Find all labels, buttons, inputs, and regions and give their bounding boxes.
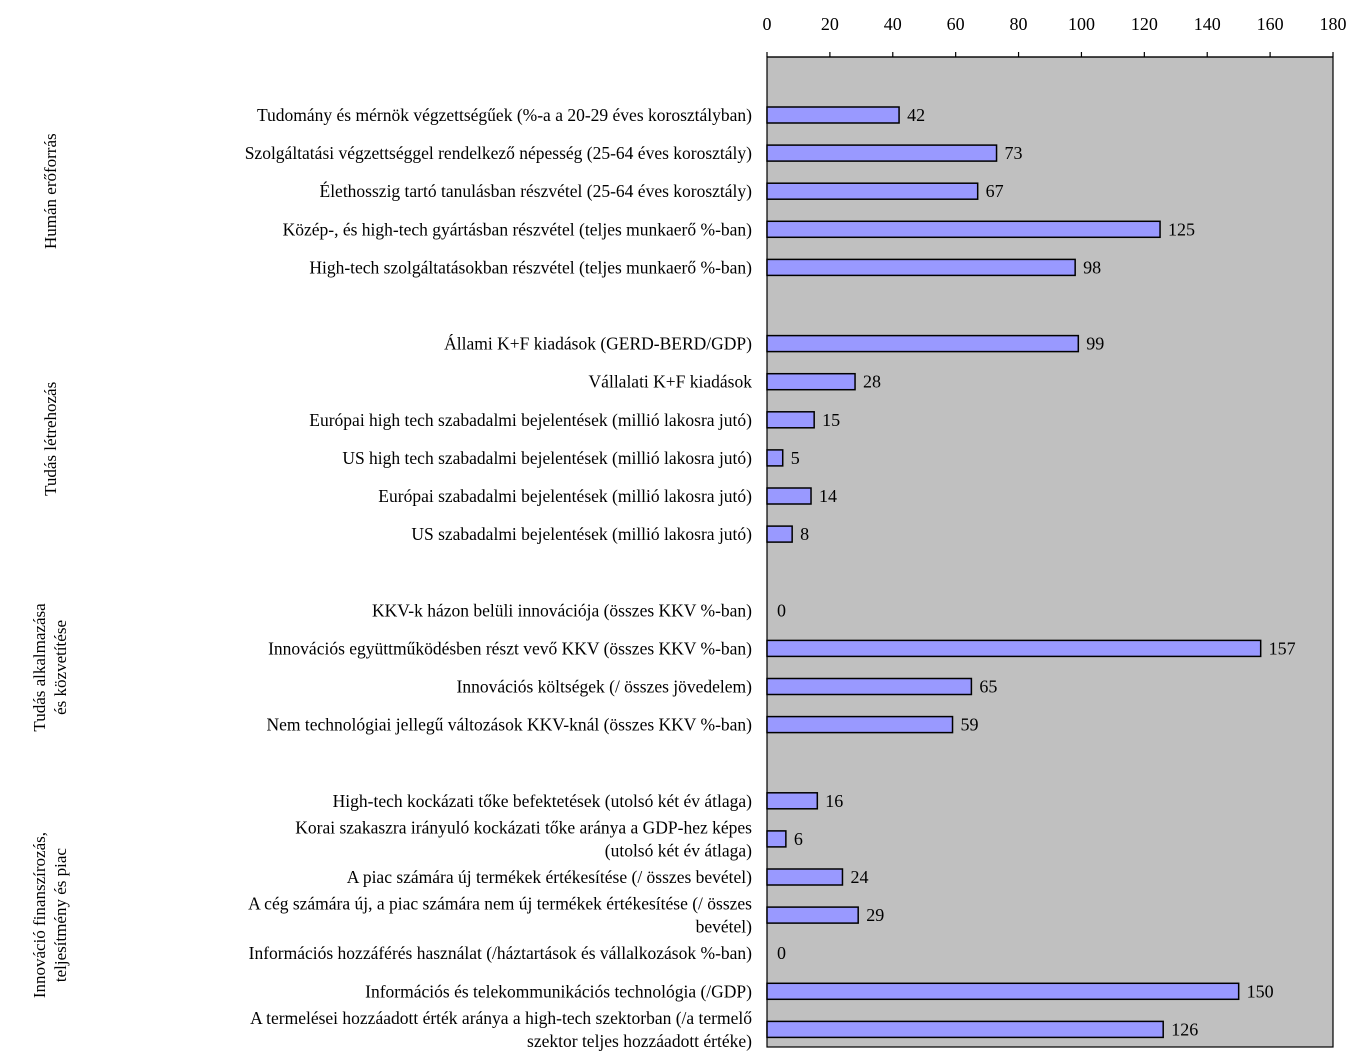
x-axis: 0 20 40 60 80 100 120 140 160 180: [763, 14, 1347, 58]
bar: [766, 639, 1262, 658]
value-label: 28: [863, 372, 881, 392]
x-tick-label: 80: [1010, 14, 1028, 34]
category-label: Tudomány és mérnök végzettségűek (%-a a …: [257, 105, 752, 125]
group-labels: Humán erőforrás Tudás létrehozás Tudás alk…: [30, 133, 70, 998]
value-label: 8: [800, 524, 809, 544]
bar: [766, 372, 856, 391]
bar: [766, 144, 998, 162]
category-label: Innovációs költségek (/ összes jövedelem…: [457, 677, 753, 697]
plot-area: [766, 56, 1334, 1048]
x-tick-label: 180: [1320, 14, 1347, 34]
category-label: Állami K+F kiadások (GERD-BERD/GDP): [444, 334, 752, 354]
category-label: High-tech kockázati tőke befektetések (u…: [333, 791, 753, 811]
value-label: 65: [979, 677, 997, 697]
category-label: A termelései hozzáadott érték aránya a h…: [250, 1008, 752, 1051]
category-label: Nem technológiai jellegű változások KKV-…: [266, 715, 752, 735]
category-label: Európai szabadalmi bejelentések (millió …: [378, 486, 752, 506]
category-label: Korai szakaszra irányuló kockázati tőke …: [295, 817, 752, 860]
x-tick-label: 140: [1194, 14, 1221, 34]
bar: [766, 982, 1240, 1001]
value-label: 126: [1171, 1019, 1198, 1039]
category-label: Élethosszig tartó tanulásban részvétel (…: [320, 181, 753, 201]
category-label: Információs hozzáférés használat (/házta…: [249, 943, 753, 963]
value-label: 15: [822, 410, 840, 430]
value-label: 0: [777, 943, 786, 963]
category-label: US szabadalmi bejelentések (millió lakos…: [411, 524, 752, 544]
category-labels: Tudomány és mérnök végzettségűek (%-a a …: [245, 105, 753, 1051]
value-label: 16: [825, 791, 843, 811]
x-tick-label: 0: [763, 14, 772, 34]
bar: [766, 868, 844, 886]
category-label: A cég számára új, a piac számára nem új …: [248, 894, 752, 937]
bar: [766, 220, 1161, 239]
bar: [766, 182, 979, 200]
value-label: 59: [961, 715, 979, 735]
value-label: 29: [866, 905, 884, 925]
x-tick-label: 120: [1131, 14, 1158, 34]
group-label: Humán erőforrás: [41, 133, 60, 249]
category-label: Vállalati K+F kiadások: [589, 372, 753, 392]
bar: [766, 677, 973, 696]
category-label: High-tech szolgáltatásokban részvétel (t…: [309, 257, 752, 277]
bar: [766, 449, 784, 467]
value-label: 24: [850, 867, 868, 887]
value-label: 125: [1168, 219, 1195, 239]
bar: [766, 830, 787, 848]
bar: [766, 258, 1076, 277]
x-tick-label: 40: [884, 14, 902, 34]
group-label: Tudás létrehozás: [41, 382, 60, 496]
bar: [766, 411, 815, 429]
bar: [766, 525, 793, 543]
value-label: 42: [907, 105, 925, 125]
value-label: 150: [1247, 981, 1274, 1001]
x-tick-label: 160: [1257, 14, 1284, 34]
bar: [766, 715, 954, 734]
category-label: A piac számára új termékek értékesítése …: [347, 867, 752, 887]
category-label: Információs és telekommunikációs technol…: [365, 981, 752, 1001]
bar: [766, 1020, 1164, 1039]
value-label: 99: [1086, 334, 1104, 354]
bar: [766, 906, 859, 924]
group-label: Innováció finanszírozás, teljesítmény és …: [30, 832, 70, 998]
category-label: US high tech szabadalmi bejelentések (mi…: [342, 448, 752, 468]
category-label: Európai high tech szabadalmi bejelentése…: [309, 410, 752, 430]
value-label: 67: [986, 181, 1004, 201]
bars: [766, 106, 1262, 1039]
value-label: 0: [777, 600, 786, 620]
value-label: 98: [1083, 257, 1101, 277]
category-label: Közép-, és high-tech gyártásban részvéte…: [283, 219, 753, 239]
group-label: Tudás alkalmazása és közvetítése: [30, 603, 70, 732]
bar: [766, 487, 812, 505]
x-tick-label: 100: [1068, 14, 1095, 34]
category-label: KKV-k házon belüli innovációja (összes K…: [372, 600, 752, 620]
x-tick-label: 60: [947, 14, 965, 34]
bar: [766, 334, 1080, 353]
bar: [766, 106, 900, 124]
value-label: 5: [791, 448, 800, 468]
value-label: 6: [794, 829, 803, 849]
x-tick-label: 20: [821, 14, 839, 34]
bar: [766, 792, 819, 810]
value-label: 14: [819, 486, 837, 506]
value-label: 73: [1005, 143, 1023, 163]
category-label: Innovációs együttműködésben részt vevő K…: [268, 638, 752, 658]
value-label: 157: [1269, 638, 1296, 658]
category-label: Szolgáltatási végzettséggel rendelkező n…: [245, 143, 752, 163]
